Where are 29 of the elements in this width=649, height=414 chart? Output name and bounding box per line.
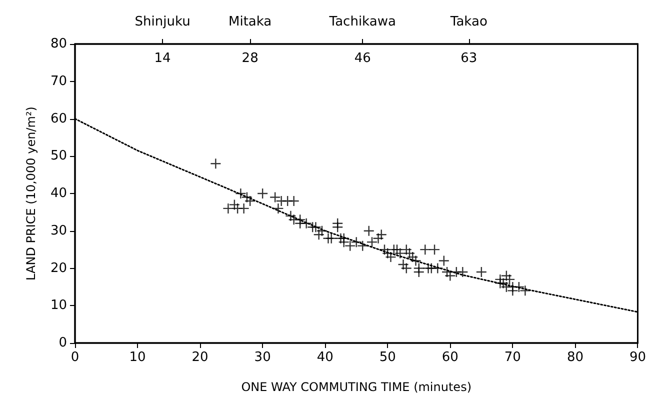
text: Takao bbox=[449, 14, 488, 30]
x2-tick-label: 14 bbox=[154, 51, 171, 66]
y-tick-label: 70 bbox=[50, 74, 67, 89]
y-tick-label: 20 bbox=[50, 260, 67, 276]
text: Mitaka bbox=[228, 14, 272, 30]
x2-tick-label: 28 bbox=[242, 51, 258, 66]
x-tick-label: 20 bbox=[192, 350, 208, 365]
x2-tick-label: 46 bbox=[354, 51, 371, 66]
x-tick-label: 70 bbox=[504, 350, 521, 365]
y-tick-label: 10 bbox=[50, 298, 67, 314]
x-axis-title: ONE WAY COMMUTING TIME (minutes) bbox=[241, 380, 472, 394]
x-tick-label: 80 bbox=[566, 350, 584, 365]
y-axis-title: LAND PRICE (10,000 yen/m²) bbox=[24, 106, 38, 280]
x2-tick-label: 63 bbox=[460, 51, 478, 66]
y-tick-label: 0 bbox=[58, 336, 67, 350]
x-tick-label: 60 bbox=[442, 350, 458, 365]
x-tick-label: 40 bbox=[316, 350, 334, 365]
text: Tachikawa bbox=[328, 14, 396, 30]
x-tick-label: 90 bbox=[629, 350, 646, 365]
x-tick-label: 0 bbox=[70, 350, 80, 365]
x-tick-label: 10 bbox=[129, 350, 146, 365]
y-tick-label: 40 bbox=[50, 186, 67, 201]
y-tick-label: 30 bbox=[50, 223, 67, 238]
y-tick-label: 80 bbox=[50, 36, 67, 52]
y-tick-label: 60 bbox=[50, 111, 67, 126]
x-tick-label: 30 bbox=[254, 350, 271, 365]
y-tick-label: 50 bbox=[50, 148, 67, 164]
x-tick-label: 50 bbox=[379, 350, 396, 365]
text: Shinjuku bbox=[134, 14, 190, 30]
